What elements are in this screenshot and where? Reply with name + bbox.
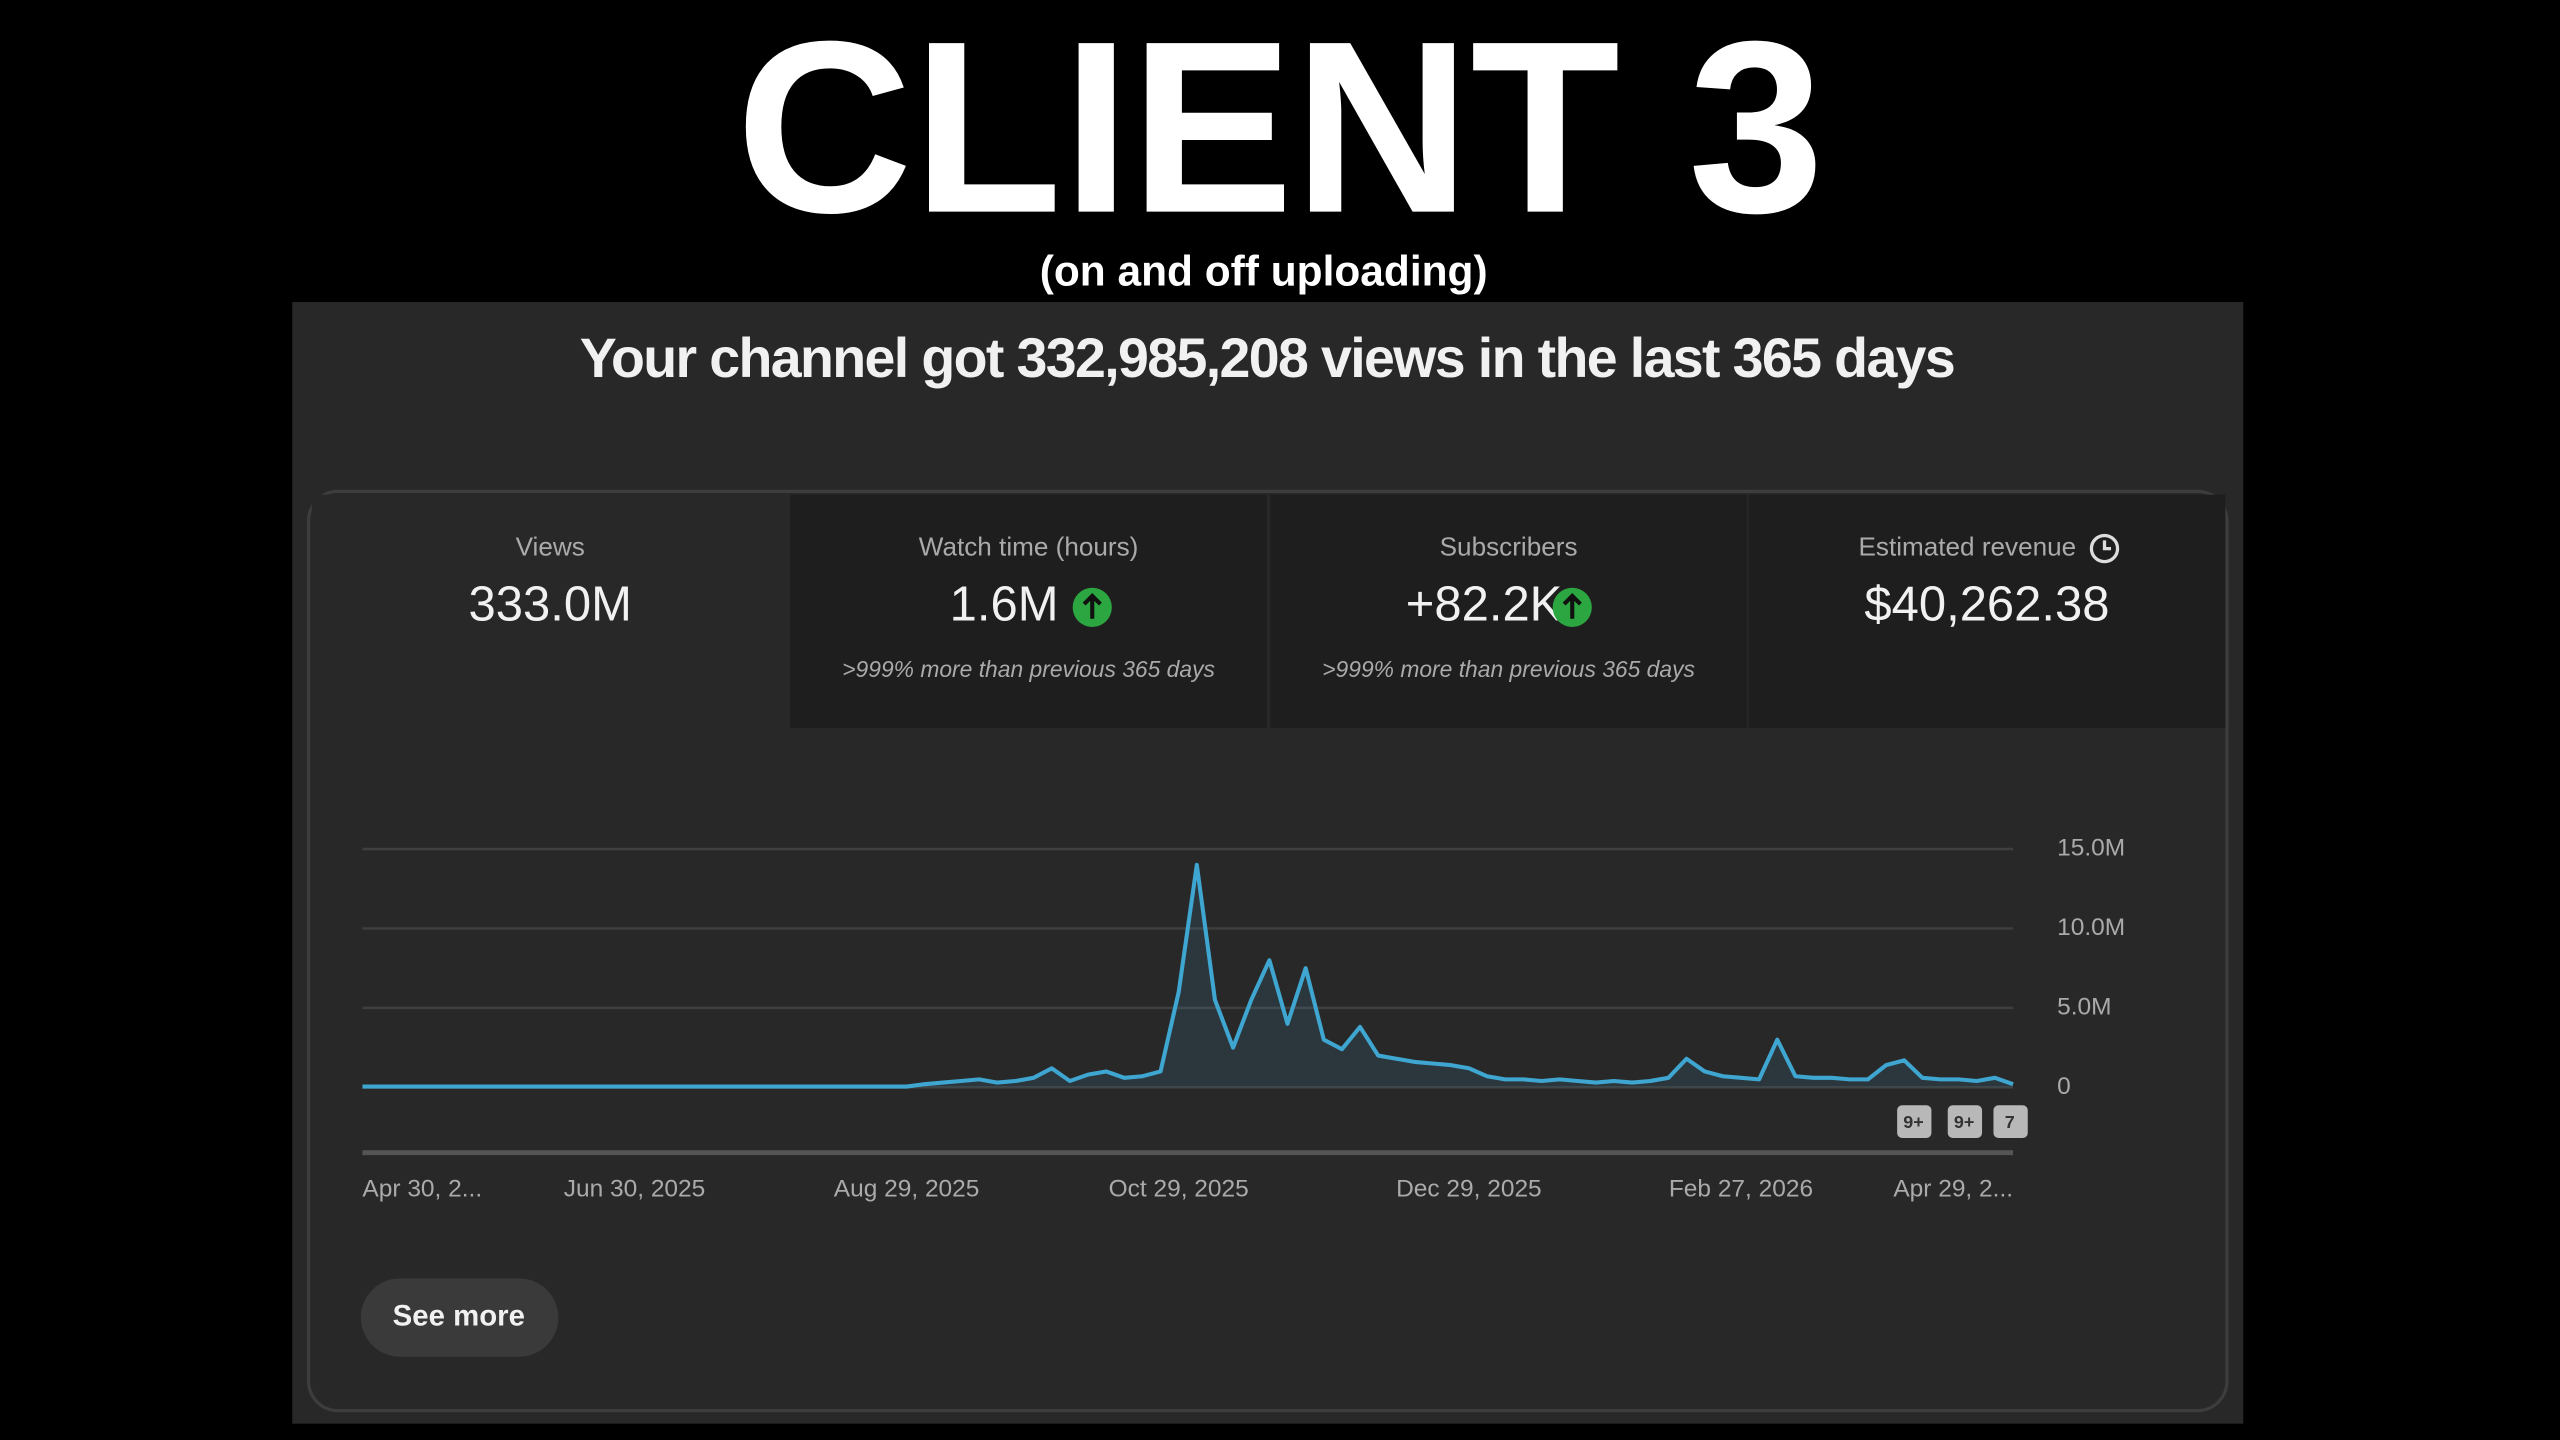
clock-icon: [2089, 533, 2120, 564]
area: [362, 864, 2014, 1088]
metric-note: >999% more than previous 365 days: [842, 656, 1215, 682]
metric-tab[interactable]: Estimated revenue $40,262.38: [1748, 494, 2226, 729]
page-title: CLIENT 3: [736, 0, 1824, 264]
metric-label: Estimated revenue: [1858, 531, 2076, 561]
button-bg[interactable]: [360, 1278, 559, 1357]
metric-bg[interactable]: [311, 494, 789, 729]
badge: [1897, 1105, 1932, 1138]
clock-hands: [2102, 540, 2112, 551]
metric-value: +82.2K: [1406, 577, 1563, 631]
see-more-button[interactable]: See more: [360, 1278, 559, 1357]
panel-headline: Your channel got 332,985,208 views in th…: [580, 327, 1954, 389]
x-tick-label: Aug 29, 2025: [834, 1176, 980, 1203]
x-tick-label: Oct 29, 2025: [1109, 1176, 1249, 1203]
x-tick-label: Jun 30, 2025: [564, 1176, 706, 1203]
metric-tab[interactable]: Views 333.0M: [311, 494, 789, 729]
metric-value: 1.6M: [950, 577, 1059, 631]
metric-label: Views: [516, 531, 585, 561]
metric-tab[interactable]: Watch time (hours) 1.6M >999% more than pr…: [790, 494, 1267, 729]
badge: [1947, 1105, 1983, 1138]
badge-label: 9+: [1903, 1112, 1923, 1132]
badge-label: 7: [2005, 1112, 2015, 1132]
x-tick-label: Apr 30, 2...: [362, 1176, 482, 1203]
button-label[interactable]: See more: [393, 1299, 525, 1332]
line: [362, 862, 2014, 1089]
y-tick-label: 15.0M: [2057, 834, 2125, 861]
y-tick-label: 5.0M: [2057, 993, 2111, 1020]
up-arrow: [1562, 593, 1582, 619]
y-tick-label: 0: [2057, 1073, 2071, 1100]
metric-bg[interactable]: [1270, 494, 1747, 729]
badge-label: 9+: [1954, 1112, 1974, 1132]
chart: 0 5.0M 10.0M 15.0M Apr 30, 2... Jun 30, 2025 A…: [362, 834, 2125, 1203]
x-tick-label: Dec 29, 2025: [1396, 1176, 1542, 1203]
x-tick-label: Apr 29, 2...: [1893, 1176, 2013, 1203]
metric-label: Subscribers: [1440, 531, 1578, 561]
metric-value: 333.0M: [469, 577, 632, 631]
metric-label: Watch time (hours): [919, 531, 1139, 561]
badge: [1993, 1105, 2028, 1138]
metric-bg[interactable]: [790, 494, 1267, 729]
page-subtitle: (on and off uploading): [1040, 248, 1488, 295]
metric-tab[interactable]: Subscribers +82.2K >999% more than previou…: [1270, 494, 1747, 729]
up-arrow: [1082, 593, 1102, 619]
metric-bg[interactable]: [1748, 494, 2226, 729]
metric-note: >999% more than previous 365 days: [1322, 656, 1695, 682]
y-tick-label: 10.0M: [2057, 914, 2125, 941]
metrics: Views 333.0M Watch time (hours) 1.6M >999% m…: [311, 494, 2226, 729]
metric-value: $40,262.38: [1864, 577, 2109, 631]
x-tick-label: Feb 27, 2026: [1669, 1176, 1813, 1203]
